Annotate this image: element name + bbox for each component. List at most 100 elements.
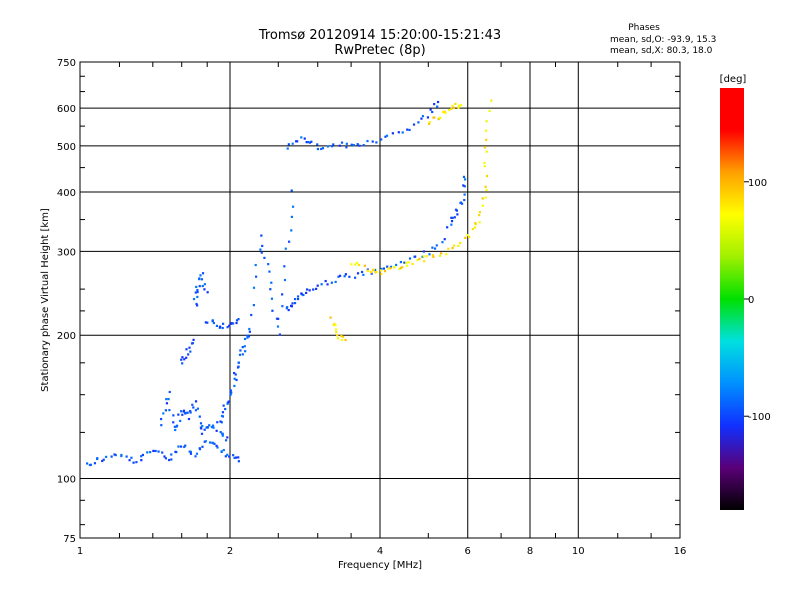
data-point-x [335, 328, 338, 331]
data-point-o [195, 285, 198, 289]
data-point-o [428, 253, 431, 256]
data-point-o [283, 278, 287, 282]
data-point-o [463, 198, 466, 202]
data-point-x [428, 120, 431, 124]
data-point-o [180, 358, 183, 361]
data-point-x [357, 263, 361, 267]
data-point-o [463, 193, 466, 196]
data-point-o [290, 229, 293, 232]
data-point-o [316, 284, 319, 287]
data-point-o [208, 441, 212, 444]
data-point-o [203, 283, 207, 286]
data-point-o [185, 356, 188, 359]
data-point-o [250, 313, 253, 317]
data-point-o [101, 459, 104, 463]
data-point-o [140, 459, 143, 462]
data-point-o [287, 308, 290, 312]
data-point-o [195, 302, 198, 306]
data-point-o [244, 350, 247, 353]
data-point-o [408, 128, 411, 132]
data-point-o [275, 317, 279, 320]
data-point-o [412, 123, 416, 126]
data-point-o [462, 175, 466, 179]
data-point-x [484, 185, 487, 188]
data-point-o [96, 457, 99, 460]
data-point-o [435, 244, 438, 247]
data-point-o [462, 184, 465, 187]
data-point-x [467, 235, 471, 239]
data-point-o [358, 144, 361, 147]
data-point-x [329, 316, 332, 319]
data-point-x [405, 264, 409, 267]
data-point-o [450, 216, 453, 219]
data-point-o [212, 426, 215, 429]
chart-subtitle: RwPretec (8p) [334, 43, 425, 58]
data-point-o [414, 255, 417, 258]
x-tick-label: 1 [77, 546, 83, 557]
data-point-o [233, 377, 236, 380]
data-point-o [252, 304, 256, 307]
data-point-o [371, 140, 374, 143]
data-point-o [330, 281, 333, 284]
data-point-o [220, 450, 223, 453]
data-point-o [290, 215, 293, 219]
data-point-o [237, 318, 240, 321]
data-point-x [440, 252, 443, 255]
x-tick-label: 2 [227, 546, 233, 557]
data-point-o [373, 268, 377, 272]
data-point-o [348, 275, 351, 278]
data-point-x [335, 331, 338, 334]
data-point-x [407, 261, 410, 264]
data-point-o [125, 455, 128, 458]
data-point-o [261, 244, 264, 248]
data-point-o [221, 432, 224, 435]
data-point-o [194, 400, 198, 403]
data-point-o [278, 333, 282, 336]
data-point-x [464, 236, 467, 239]
data-point-o [284, 247, 287, 250]
data-point-x [399, 266, 402, 270]
data-point-o [180, 410, 183, 413]
data-point-x [485, 150, 488, 153]
data-point-o [451, 216, 454, 220]
data-points [86, 99, 493, 467]
data-point-o [391, 132, 394, 135]
data-point-o [345, 146, 348, 149]
data-point-x [454, 102, 457, 105]
data-point-x [451, 104, 454, 107]
data-point-o [385, 134, 389, 137]
data-point-o [421, 255, 424, 258]
data-point-o [429, 108, 432, 111]
data-point-x [478, 210, 481, 214]
data-point-x [418, 257, 421, 260]
data-point-o [459, 201, 462, 205]
data-point-o [399, 260, 403, 264]
data-point-x [423, 260, 426, 263]
data-point-x [481, 204, 484, 207]
data-point-o [203, 428, 206, 431]
y-tick-label: 500 [57, 142, 76, 153]
data-point-o [211, 320, 214, 323]
data-point-o [185, 348, 188, 351]
data-point-o [128, 459, 131, 462]
data-point-o [189, 350, 192, 353]
data-point-x [452, 244, 456, 247]
data-point-o [195, 452, 199, 455]
data-point-o [189, 411, 192, 414]
data-point-o [235, 456, 238, 459]
data-point-o [221, 322, 225, 325]
data-point-o [271, 309, 274, 312]
data-point-o [254, 263, 257, 267]
colorbar-tick-label: -100 [748, 412, 771, 423]
data-point-o [228, 324, 231, 327]
data-point-x [466, 234, 469, 237]
data-point-o [463, 185, 466, 188]
data-point-x [473, 226, 477, 229]
data-point-o [203, 288, 206, 291]
data-point-o [204, 321, 207, 324]
data-point-o [221, 326, 224, 330]
data-point-o [296, 297, 300, 301]
data-point-o [277, 317, 280, 320]
plot-frame [79, 61, 681, 539]
data-point-o [179, 419, 182, 423]
